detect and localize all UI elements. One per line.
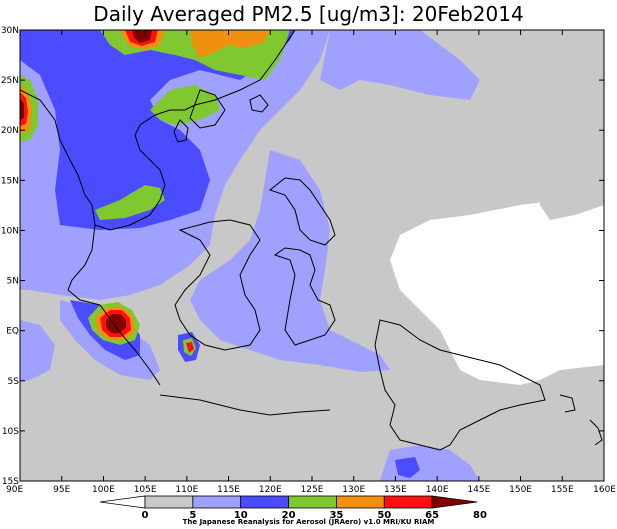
lat-tick-label: 15S <box>2 477 19 487</box>
lat-tick-label: 25N <box>1 76 19 86</box>
colorbar-level-label: 65 <box>425 510 439 521</box>
colorbar-level-label: 50 <box>377 510 391 521</box>
contour-light-blue-band <box>320 30 480 100</box>
lat-tick-label: 20N <box>1 126 19 136</box>
contour-green-band <box>95 185 165 220</box>
colorbar-level-label: 5 <box>189 510 196 521</box>
colorbar-swatch <box>336 495 385 509</box>
latitude-axis: 30N 25N 20N 15N 10N 5N EQ 5S 10S 15S <box>1 26 604 487</box>
lon-tick-label: 105E <box>134 485 157 495</box>
concentration-field <box>20 30 604 481</box>
contour-orange-band <box>190 30 270 58</box>
lon-tick-label: 100E <box>92 485 115 495</box>
lon-tick-label: 115E <box>217 485 240 495</box>
contour-darkred-band <box>132 30 152 43</box>
contour-blue-band <box>395 457 420 478</box>
contour-green-band <box>150 85 220 125</box>
colorbar: 0 5 10 20 35 50 65 80 <box>99 495 487 521</box>
map-title: Daily Averaged PM2.5 [ug/m3]: 20Feb2014 <box>93 2 524 26</box>
colorbar-max-arrow <box>431 495 478 509</box>
lon-tick-label: 140E <box>426 485 449 495</box>
colorbar-level-label: 20 <box>282 510 296 521</box>
lon-tick-label: 135E <box>384 485 407 495</box>
colorbar-level-label: 0 <box>142 510 149 521</box>
longitude-axis: 90E 95E 100E 105E 110E 115E 120E 125E 130E 135E 14… <box>6 30 616 495</box>
contour-darkred-band <box>20 98 24 120</box>
lat-tick-label: EQ <box>6 327 19 337</box>
lon-tick-label: 155E <box>551 485 574 495</box>
colorbar-min-arrow <box>99 495 146 509</box>
colorbar-swatch <box>383 495 433 509</box>
lat-tick-label: 10N <box>1 226 19 236</box>
lon-tick-label: 95E <box>53 485 70 495</box>
colorbar-swatch <box>192 495 242 509</box>
lat-tick-label: 5S <box>8 377 20 387</box>
lon-tick-label: 110E <box>175 485 198 495</box>
lon-tick-label: 150E <box>509 485 532 495</box>
colorbar-level-label: 35 <box>329 510 343 521</box>
lon-tick-label: 125E <box>301 485 324 495</box>
lon-tick-label: 130E <box>342 485 365 495</box>
contour-light-blue-band <box>20 320 55 382</box>
lat-tick-label: 10S <box>2 427 19 437</box>
lon-tick-label: 145E <box>467 485 490 495</box>
colorbar-swatch <box>288 495 337 509</box>
lat-tick-label: 30N <box>1 26 19 36</box>
lat-tick-label: 15N <box>1 176 19 186</box>
colorbar-swatch <box>144 495 194 509</box>
contour-blue-band <box>20 30 295 230</box>
lat-tick-label: 5N <box>7 277 19 287</box>
lon-tick-label: 120E <box>259 485 282 495</box>
coastlines <box>20 30 603 451</box>
lon-tick-label: 160E <box>593 485 616 495</box>
lon-tick-label: 90E <box>6 485 23 495</box>
colorbar-swatch <box>240 495 289 509</box>
contour-red-band <box>186 342 194 353</box>
contour-darkred-band <box>106 314 126 333</box>
colorbar-level-label: 10 <box>234 510 248 521</box>
contour-grey-band <box>540 170 604 220</box>
colorbar-level-label: 80 <box>473 510 487 521</box>
data-source-credit: The Japanese Reanalysis for Aerosol (JRA… <box>182 518 435 526</box>
